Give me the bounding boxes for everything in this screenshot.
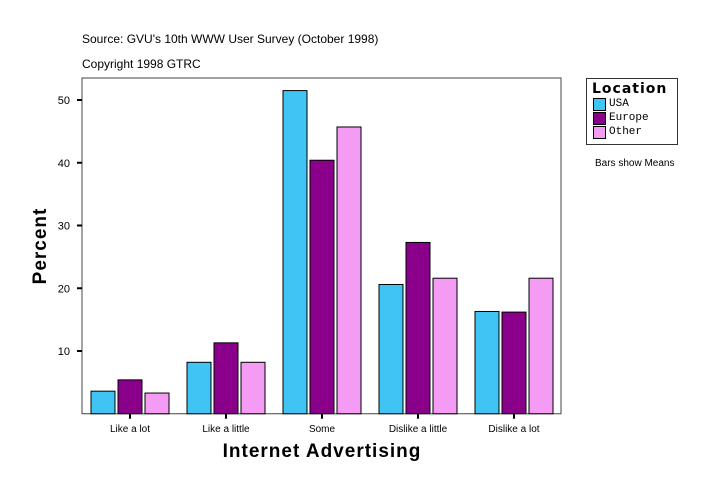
bar-other [528, 277, 554, 415]
source-line: Source: GVU's 10th WWW User Survey (Octo… [82, 32, 379, 46]
bar-usa [90, 390, 116, 415]
bar-other [432, 277, 458, 415]
bar-usa [186, 361, 212, 415]
x-tick-label: Dislike a little [389, 424, 448, 435]
bar-europe [405, 241, 431, 415]
legend-label: Europe [609, 112, 649, 124]
x-tick-label: Like a lot [110, 424, 150, 435]
bar-usa [378, 283, 404, 415]
legend-label: USA [609, 98, 629, 110]
bar-usa [282, 90, 308, 415]
y-axis-label: Percent [30, 208, 51, 285]
bar-usa [474, 310, 500, 415]
bar-other [336, 126, 362, 415]
bar-europe [309, 159, 335, 415]
legend-swatch [593, 97, 606, 111]
bar-europe [117, 379, 143, 415]
legend-swatch [593, 111, 606, 125]
bars-note: Bars show Means [595, 158, 675, 169]
x-tick-label: Like a little [202, 424, 250, 435]
y-tick-label: 20 [58, 283, 70, 295]
y-tick-label: 10 [58, 346, 70, 358]
legend-swatch [593, 125, 606, 139]
copyright-line: Copyright 1998 GTRC [82, 57, 201, 71]
bar-other [144, 392, 170, 415]
x-tick-label: Some [309, 424, 336, 435]
y-tick-label: 50 [58, 95, 70, 107]
bar-europe [501, 311, 527, 415]
legend-item: USA [593, 97, 677, 111]
x-axis-label: Internet Advertising [223, 441, 422, 462]
legend: Location USA Europe Other [586, 78, 678, 145]
bar-europe [213, 342, 239, 415]
y-tick-label: 30 [58, 221, 70, 233]
legend-item: Europe [593, 111, 677, 125]
legend-title: Location [592, 81, 668, 97]
bar-other [240, 361, 266, 415]
y-tick-label: 40 [58, 158, 70, 170]
x-tick-label: Dislike a lot [488, 424, 539, 435]
legend-item: Other [593, 125, 677, 139]
legend-label: Other [609, 126, 643, 138]
